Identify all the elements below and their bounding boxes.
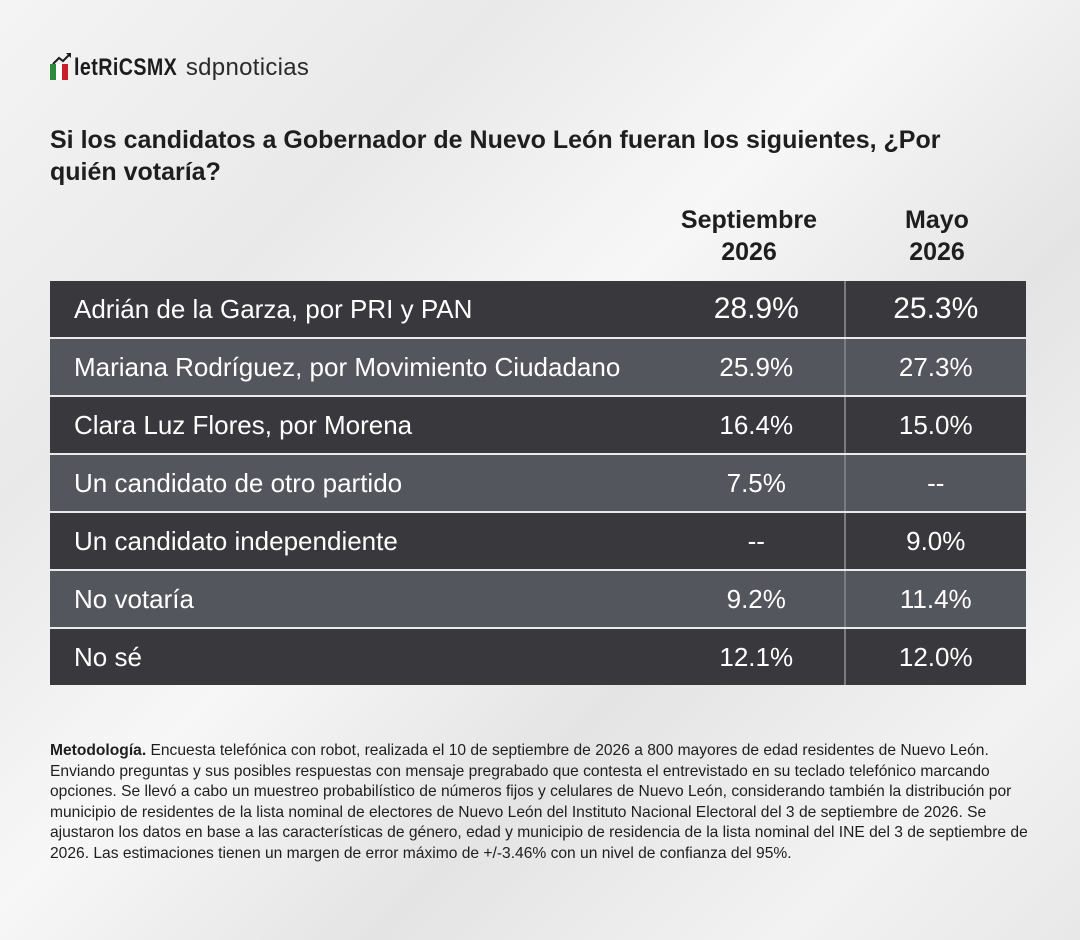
column-header-septiembre: Septiembre 2026 [649, 204, 849, 268]
metrics-logo-icon [50, 52, 72, 84]
table-row: Un candidato de otro partido 7.5% -- [50, 455, 1026, 513]
value-mayo: 12.0% [843, 629, 1026, 685]
candidate-name: Clara Luz Flores, por Morena [74, 409, 413, 440]
table-row: Un candidato independiente -- 9.0% [50, 513, 1026, 571]
value-mayo: 25.3% [843, 281, 1026, 337]
value-mayo: 9.0% [843, 513, 1026, 569]
flag-green-bar [50, 64, 56, 80]
table-row: Adrián de la Garza, por PRI y PAN 28.9% … [50, 281, 1026, 339]
value-septiembre: 9.2% [726, 583, 786, 614]
column-header-line1: Mayo [905, 206, 969, 234]
trend-arrow-icon [52, 53, 71, 65]
flag-white-bar [56, 64, 62, 80]
value-septiembre: 7.5% [726, 467, 786, 498]
results-table: Adrián de la Garza, por PRI y PAN 28.9% … [50, 281, 1026, 685]
value-mayo: 27.3% [843, 339, 1026, 395]
value-mayo: 15.0% [843, 397, 1026, 453]
metrics-logo-text: letRiCSMX [74, 54, 178, 81]
table-row: No votaría 9.2% 11.4% [50, 571, 1026, 629]
column-header-mayo: Mayo 2026 [837, 204, 1037, 268]
value-septiembre: 28.9% [713, 292, 799, 325]
table-row: Mariana Rodríguez, por Movimiento Ciudad… [50, 339, 1026, 397]
candidate-name: No votaría [74, 583, 194, 614]
brand-logos: letRiCSMX sdpnoticias [50, 48, 309, 88]
column-header-line1: Septiembre [680, 206, 818, 234]
methodology-note: Metodología. Encuesta telefónica con rob… [50, 741, 1030, 864]
value-septiembre: 12.1% [719, 641, 794, 672]
table-row: Clara Luz Flores, por Morena 16.4% 15.0% [50, 397, 1026, 455]
value-septiembre: 16.4% [719, 409, 794, 440]
flag-red-bar [62, 64, 68, 80]
column-header-line2: 2026 [909, 238, 965, 266]
candidate-name: Un candidato de otro partido [74, 467, 403, 498]
value-septiembre: -- [747, 525, 765, 556]
candidate-name: Mariana Rodríguez, por Movimiento Ciudad… [74, 351, 621, 382]
candidate-name: Adrián de la Garza, por PRI y PAN [74, 293, 473, 324]
methodology-text: Encuesta telefónica con robot, realizada… [50, 742, 1028, 862]
survey-question: Si los candidatos a Gobernador de Nuevo … [50, 126, 941, 186]
table-row: No sé 12.1% 12.0% [50, 629, 1026, 685]
candidate-name: No sé [74, 641, 142, 672]
value-mayo: -- [843, 455, 1026, 511]
candidate-name: Un candidato independiente [74, 525, 398, 556]
value-septiembre: 25.9% [719, 351, 794, 382]
methodology-label: Metodología. [50, 742, 147, 759]
sdpnoticias-logo-text: sdpnoticias [185, 54, 310, 81]
column-header-line2: 2026 [721, 238, 777, 266]
value-mayo: 11.4% [843, 571, 1026, 627]
